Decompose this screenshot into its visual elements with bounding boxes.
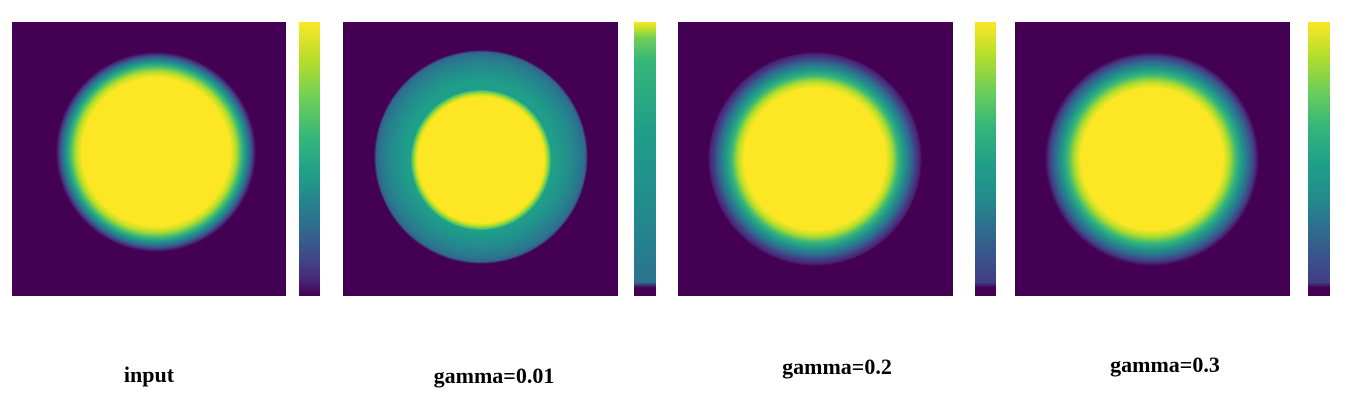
input-disk [56,52,256,252]
gamma-0.3-colorbar [1308,22,1330,296]
gamma-0.2-disk [708,52,922,266]
input-image [12,22,286,296]
gamma-0.3-caption: gamma=0.3 [1110,352,1220,377]
gamma-0.2-caption: gamma=0.2 [782,354,892,379]
gamma-0.3-image [1015,22,1290,296]
gamma-0.01-colorbar [634,22,656,296]
input-colorbar [299,22,320,296]
gamma-0.01-disk [411,90,551,230]
gamma-0.01-caption: gamma=0.01 [433,363,555,388]
gamma-0.2-colorbar [975,22,996,296]
gamma-0.01-image [343,22,618,296]
input-caption: input [123,362,175,387]
gamma-0.3-disk [1045,52,1259,266]
gamma-0.2-image [678,22,953,296]
